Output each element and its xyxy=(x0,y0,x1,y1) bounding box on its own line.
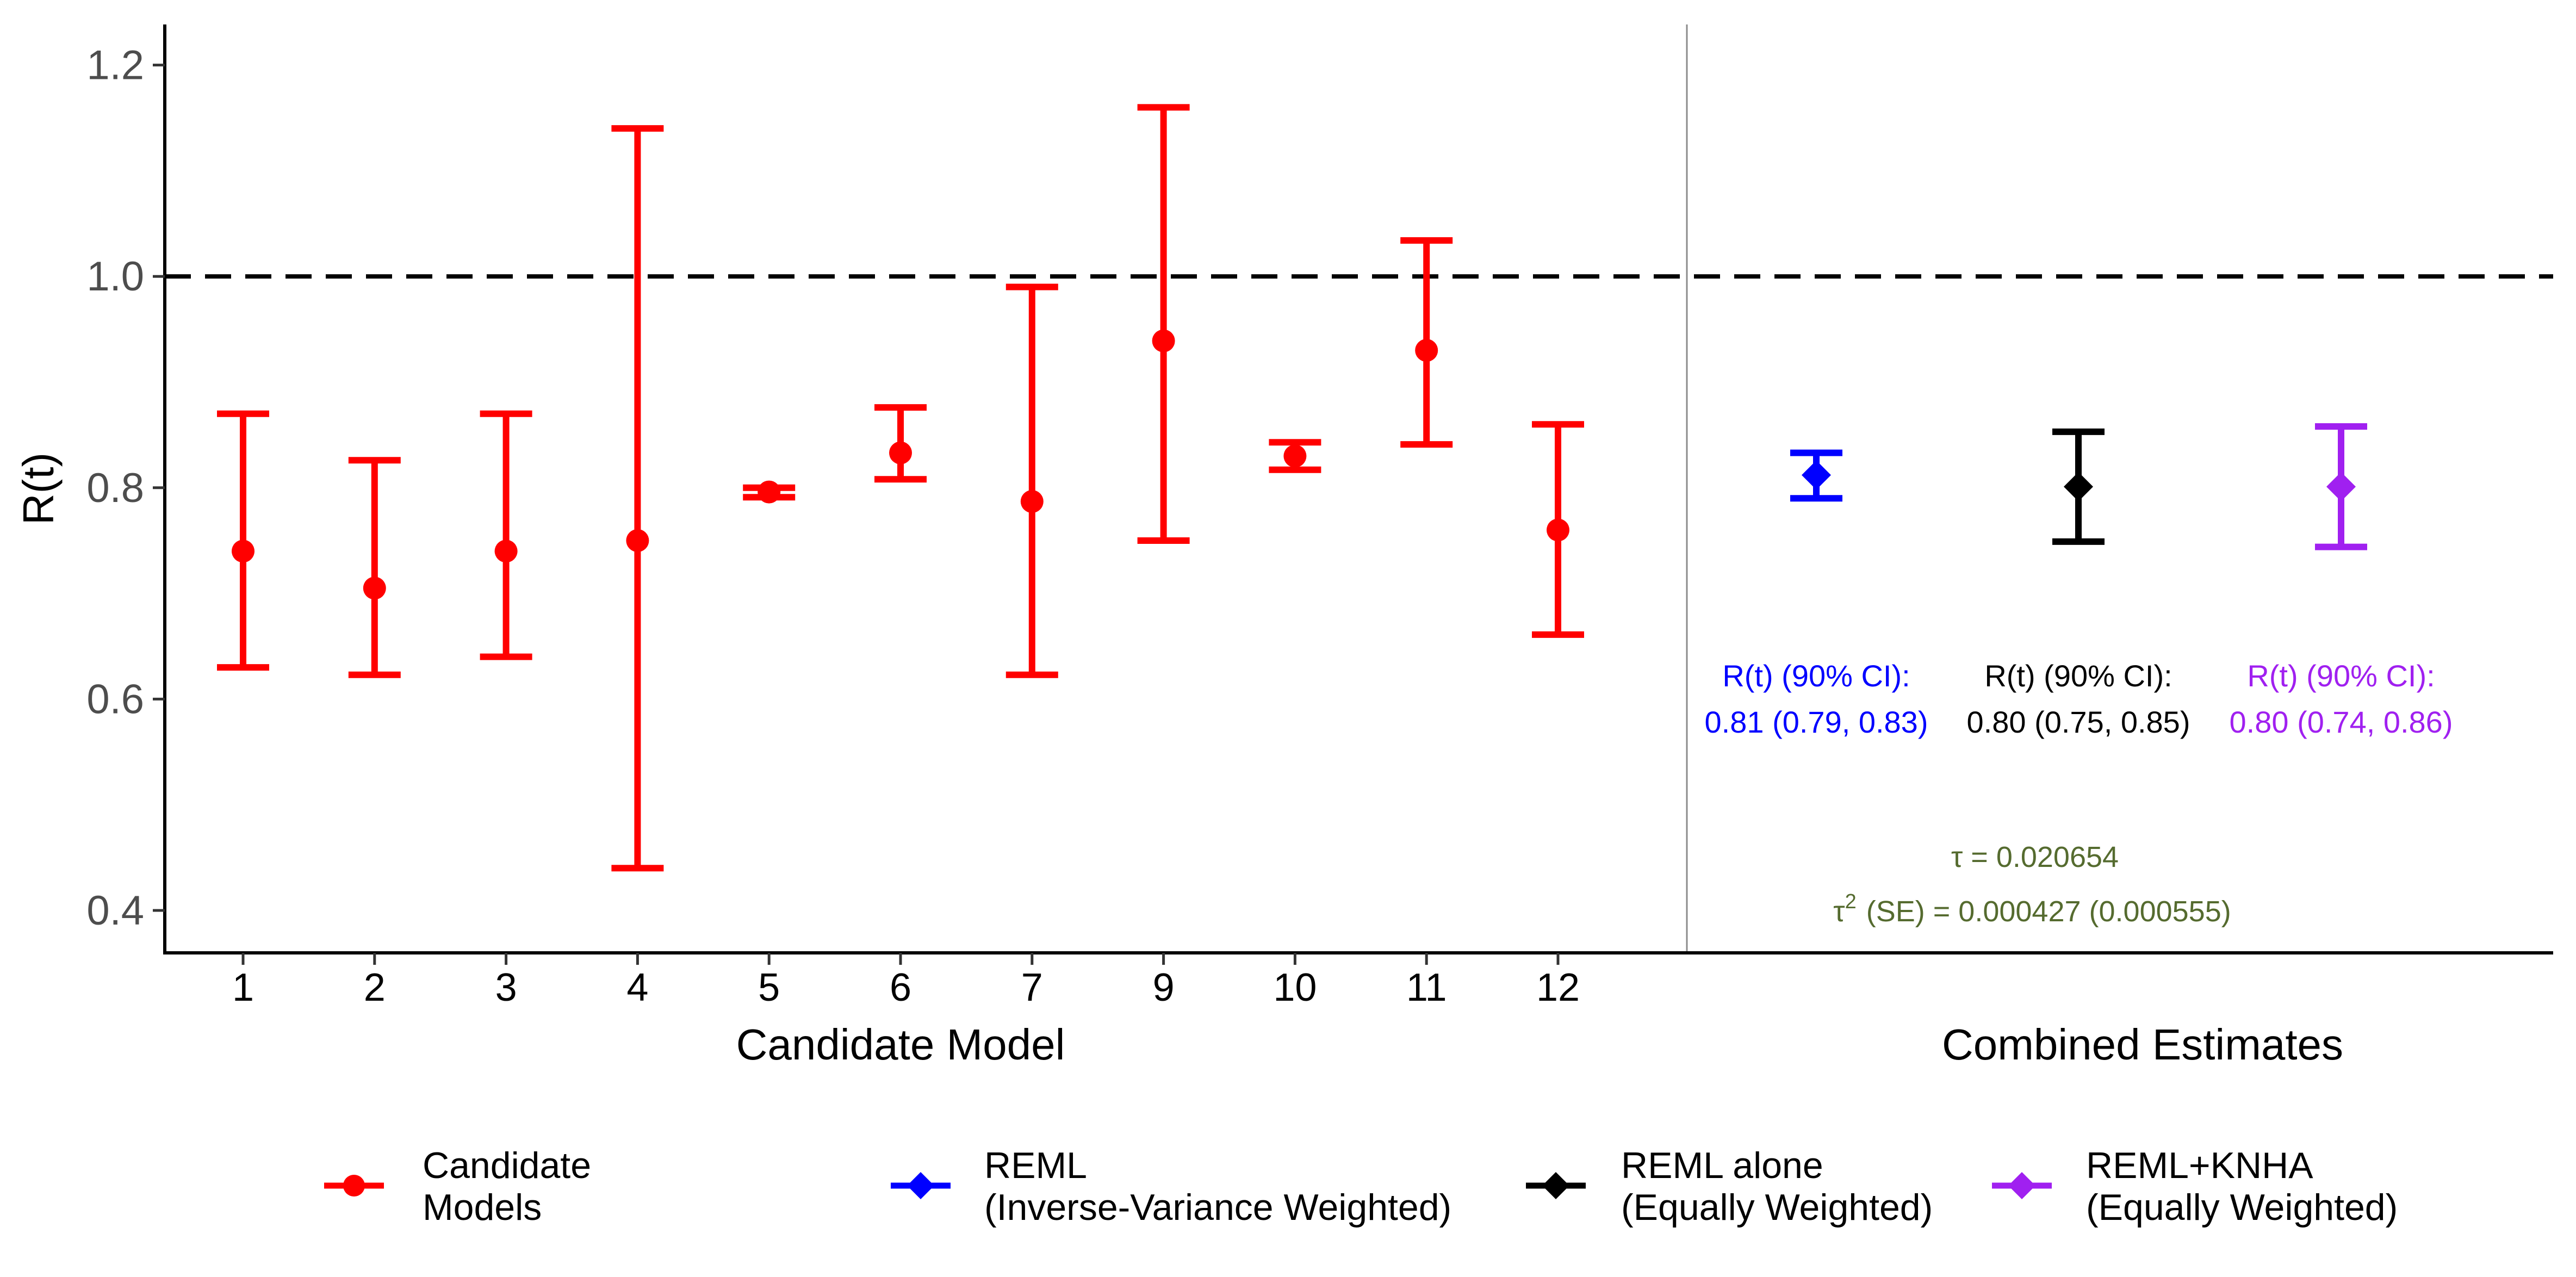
text-layer: 0.40.60.81.01.2R(t)1 2 3 4 5 6 7 9 10 11 12Candida… xyxy=(14,42,2453,1069)
y-tick-label-0.6: 0.6 xyxy=(86,676,144,722)
annotation-reml-line2: 0.80 (0.75, 0.85) xyxy=(1967,705,2190,739)
y-tick-label-0.8: 0.8 xyxy=(86,465,144,511)
y-tick-label-1.2: 1.2 xyxy=(86,42,144,89)
annotation-reml_ivw-line2: 0.81 (0.79, 0.83) xyxy=(1705,705,1928,739)
x-tick-label-9: 9 xyxy=(1153,966,1175,1009)
point-candidate-9 xyxy=(1152,329,1175,352)
axes-layer xyxy=(153,24,2553,965)
point-candidate-2 xyxy=(363,576,386,600)
x-tick-label-1: 1 xyxy=(232,966,254,1009)
x-tick-label-11: 11 xyxy=(1406,966,1447,1009)
annotation-reml-line1: R(t) (90% CI): xyxy=(1984,659,2172,693)
point-candidate-4 xyxy=(626,529,649,552)
tau2-symbol: τ xyxy=(1833,895,1845,928)
legend-label-reml-line2: (Equally Weighted) xyxy=(1621,1187,1933,1228)
point-combined-reml_ivw xyxy=(1802,460,1831,490)
tau-symbol: τ xyxy=(1951,841,1963,873)
tau2-superscript: 2 xyxy=(1845,890,1857,913)
point-candidate-3 xyxy=(494,540,518,563)
x-tick-label-6: 6 xyxy=(890,966,911,1009)
x-tick-label-7: 7 xyxy=(1021,966,1043,1009)
x-tick-label-4: 4 xyxy=(626,966,648,1009)
y-tick-label-1.0: 1.0 xyxy=(86,253,144,300)
x-tick-label-12: 12 xyxy=(1536,966,1580,1009)
legend-key-marker-reml_ivw xyxy=(907,1172,934,1199)
legend-key-marker-reml_knha xyxy=(2008,1172,2035,1199)
tau2-value: (SE) = 0.000427 (0.000555) xyxy=(1866,895,2231,928)
point-candidate-10 xyxy=(1283,444,1307,468)
marks-layer xyxy=(217,104,2367,872)
annotation-reml_ivw-line1: R(t) (90% CI): xyxy=(1722,659,1910,693)
x-tick-label-2: 2 xyxy=(364,966,386,1009)
tau-annotation: τ = 0.020654 xyxy=(1951,841,2119,873)
y-axis-title: R(t) xyxy=(14,452,63,525)
legend-label-reml_ivw-line1: REML xyxy=(984,1145,1087,1186)
point-combined-reml_knha xyxy=(2326,472,2356,501)
legend-label-reml_ivw-line2: (Inverse-Variance Weighted) xyxy=(984,1187,1451,1228)
annotation-reml_knha-line2: 0.80 (0.74, 0.86) xyxy=(2230,705,2453,739)
point-candidate-11 xyxy=(1415,339,1438,362)
legend-label-candidate-line2: Models xyxy=(423,1187,542,1228)
legend-label-candidate-line1: Candidate xyxy=(423,1145,591,1186)
legend-label-reml_knha-line2: (Equally Weighted) xyxy=(2086,1187,2398,1228)
point-candidate-6 xyxy=(889,441,912,464)
legend-label-reml_knha-line1: REML+KNHA xyxy=(2086,1145,2313,1186)
x-axis-title-combined: Combined Estimates xyxy=(1942,1020,2343,1069)
x-tick-label-5: 5 xyxy=(758,966,780,1009)
legend-key-marker-candidate xyxy=(343,1175,365,1197)
annotation-reml_knha-line1: R(t) (90% CI): xyxy=(2247,659,2435,693)
x-axis-title-candidate: Candidate Model xyxy=(736,1020,1065,1069)
legend-key-marker-reml xyxy=(1542,1172,1569,1199)
x-tick-label-3: 3 xyxy=(495,966,517,1009)
y-tick-label-0.4: 0.4 xyxy=(86,888,144,934)
point-candidate-7 xyxy=(1020,490,1044,513)
point-combined-reml xyxy=(2064,472,2093,501)
legend-label-reml-line1: REML alone xyxy=(1621,1145,1823,1186)
x-tick-label-10: 10 xyxy=(1273,966,1317,1009)
point-candidate-1 xyxy=(232,540,255,563)
tau-value: = 0.020654 xyxy=(1963,841,2119,873)
tau2-annotation: τ2 (SE) = 0.000427 (0.000555) xyxy=(1833,890,2231,928)
point-candidate-12 xyxy=(1547,518,1569,542)
point-candidate-5 xyxy=(758,480,781,504)
